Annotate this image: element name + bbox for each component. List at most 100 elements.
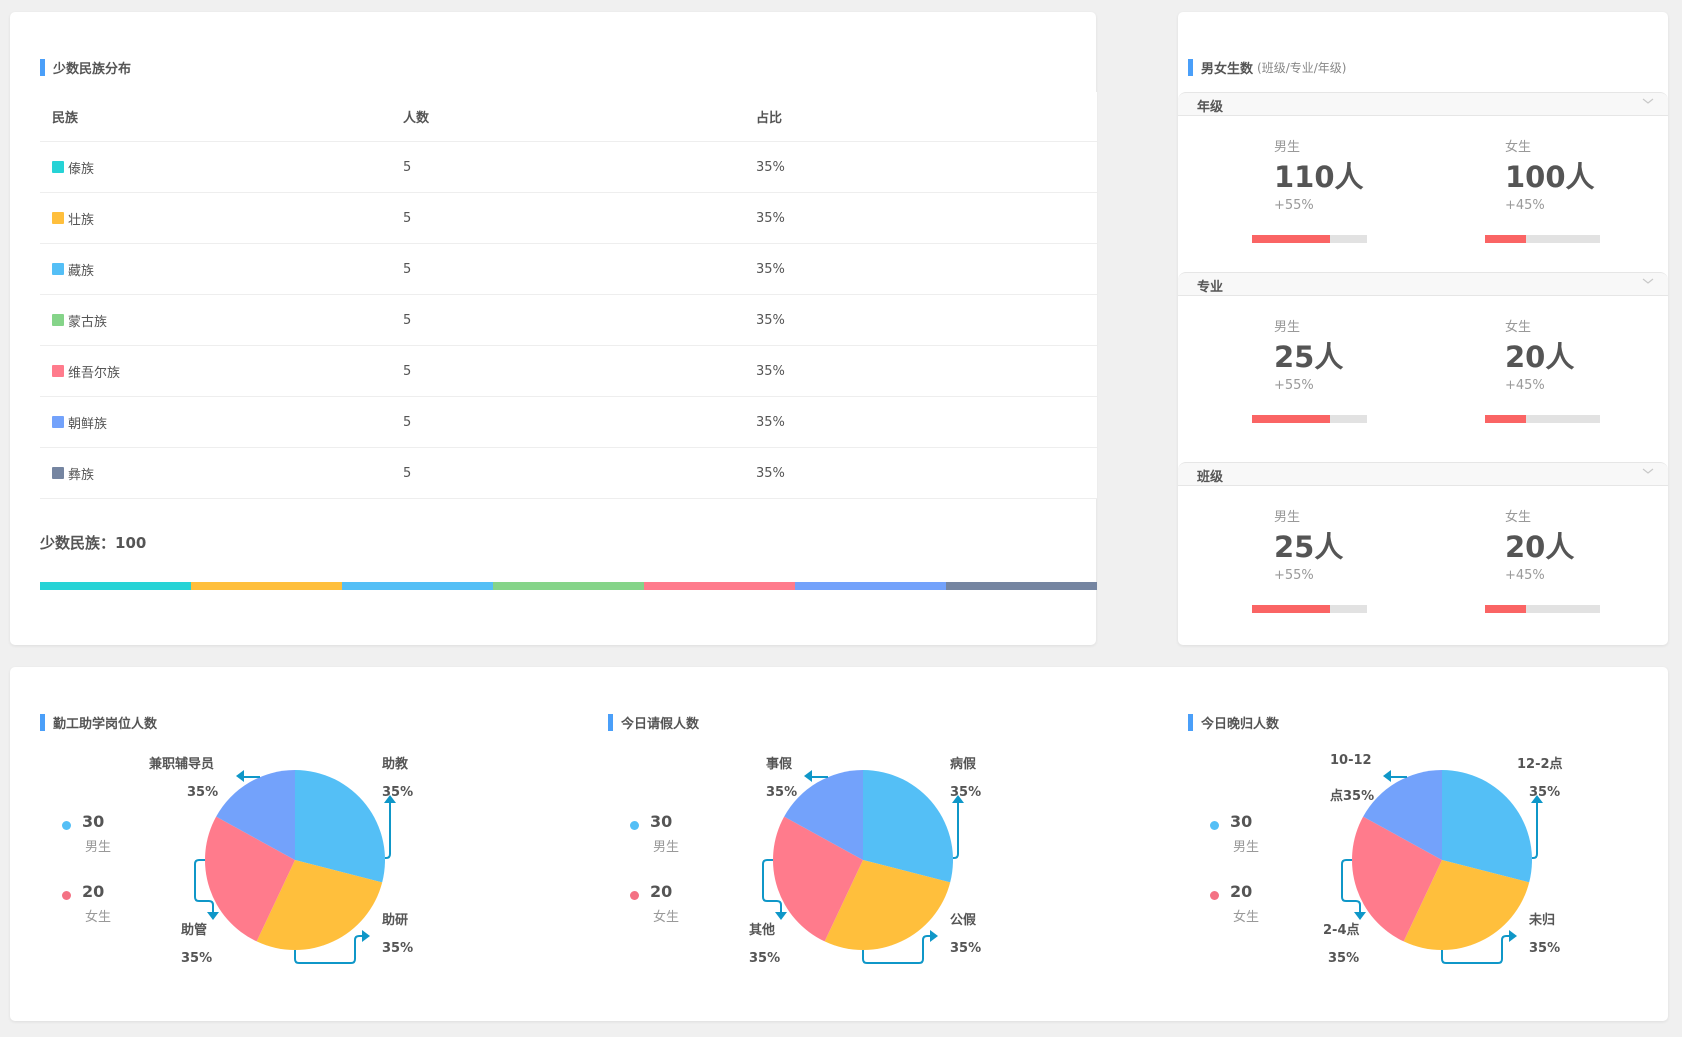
female-count: 20人: [1505, 530, 1575, 564]
pie-slice[interactable]: [204, 816, 295, 942]
female-change: +45%: [1505, 198, 1545, 213]
male-label: 男生: [1274, 320, 1301, 335]
female-progress-fill: [1485, 605, 1527, 613]
slice-pct-label: 点35%: [1330, 785, 1374, 804]
male-progress-bar: [1252, 415, 1367, 423]
ratio-cell: 35%: [756, 465, 785, 481]
ethnic-distribution-strip: [40, 582, 1097, 590]
pie-slice[interactable]: [863, 770, 954, 883]
ethnicity-name: 维吾尔族: [68, 365, 121, 381]
ratio-cell: 35%: [756, 159, 785, 175]
collapse-header-label: 专业: [1197, 280, 1224, 295]
ethnicity-name: 藏族: [68, 263, 95, 279]
legend-label: 男生: [85, 840, 112, 855]
legend-label: 女生: [1233, 910, 1260, 925]
pie-slice[interactable]: [256, 860, 383, 951]
count-cell: 5: [403, 465, 412, 481]
female-progress-bar: [1485, 415, 1600, 423]
female-progress-bar: [1485, 605, 1600, 613]
pie-slice[interactable]: [295, 770, 386, 883]
slice-label: 公假: [950, 913, 977, 928]
male-count: 25人: [1274, 530, 1344, 564]
legend-label: 女生: [85, 910, 112, 925]
count-cell: 5: [403, 363, 412, 379]
strip-segment: [493, 582, 644, 590]
collapse-header[interactable]: 班级: [1178, 462, 1668, 486]
male-change: +55%: [1274, 198, 1314, 213]
legend-value: 30: [82, 812, 105, 831]
female-label: 女生: [1505, 510, 1532, 525]
ethnicity-cell: 蒙古族: [52, 311, 107, 330]
ethnicity-name: 蒙古族: [68, 314, 108, 330]
chevron-down-icon[interactable]: [1642, 465, 1654, 477]
slice-label: 助研: [382, 913, 409, 928]
pie-slice[interactable]: [773, 816, 863, 942]
pie-title: 勤工助学岗位人数: [53, 716, 158, 732]
legend-label: 男生: [1233, 840, 1260, 855]
title-accent-bar: [608, 713, 613, 731]
slice-pct: 35%: [382, 941, 414, 956]
color-swatch: [52, 314, 64, 326]
collapse-header[interactable]: 年级: [1178, 92, 1668, 116]
ratio-cell: 35%: [756, 261, 785, 277]
count-cell: 5: [403, 159, 412, 175]
slice-label: 事假: [766, 757, 793, 772]
ethnicity-name: 傣族: [68, 161, 95, 177]
pie-slice[interactable]: [1403, 860, 1530, 951]
slice-pct: 35%: [382, 785, 414, 800]
table-row: 壮族 5 35%: [40, 193, 1097, 244]
legend-label: 男生: [653, 840, 680, 855]
pie-slice[interactable]: [784, 770, 863, 860]
female-count: 100人: [1505, 160, 1595, 194]
chevron-down-icon[interactable]: [1642, 275, 1654, 287]
collapse-header[interactable]: 专业: [1178, 272, 1668, 296]
pie-slice[interactable]: [216, 770, 295, 860]
strip-segment: [342, 582, 493, 590]
pie-title: 今日请假人数: [621, 716, 700, 732]
slice-label: 助教: [382, 757, 409, 772]
female-progress-bar: [1485, 235, 1600, 243]
legend-value: 20: [82, 882, 105, 901]
legend-dot-female: [1210, 891, 1219, 900]
gender-section-title: 男女生数 (班级/专业/年级): [1188, 58, 1346, 77]
male-count: 110人: [1274, 160, 1364, 194]
table-row: 朝鲜族 5 35%: [40, 397, 1097, 448]
legend-dot-male: [62, 821, 71, 830]
ethnicity-name: 彝族: [68, 467, 95, 483]
table-row: 彝族 5 35%: [40, 448, 1097, 499]
title-accent-bar: [1188, 713, 1193, 731]
legend-label: 女生: [653, 910, 680, 925]
gender-card: [1178, 12, 1668, 645]
strip-segment: [946, 582, 1097, 590]
legend-value: 30: [650, 812, 673, 831]
title-accent-bar: [40, 713, 45, 731]
pie-section-title: 勤工助学岗位人数: [40, 713, 158, 732]
legend-value: 20: [650, 882, 673, 901]
color-swatch: [52, 212, 64, 224]
slice-pct: 35%: [1529, 785, 1561, 800]
ethnicity-name: 壮族: [68, 212, 95, 228]
ethnicity-cell: 壮族: [52, 209, 94, 228]
color-swatch: [52, 467, 64, 479]
pie-slice[interactable]: [1352, 816, 1442, 942]
table-row: 傣族 5 35%: [40, 142, 1097, 193]
column-header-count: 人数: [403, 111, 430, 126]
collapse-header-label: 年级: [1197, 100, 1224, 115]
chevron-down-icon[interactable]: [1642, 95, 1654, 107]
slice-pct: 35%: [766, 785, 798, 800]
pie-slice[interactable]: [1442, 770, 1533, 883]
female-label: 女生: [1505, 140, 1532, 155]
female-label: 女生: [1505, 320, 1532, 335]
pie-slice[interactable]: [1363, 770, 1442, 860]
column-header-ratio: 占比: [756, 111, 783, 126]
female-change: +45%: [1505, 378, 1545, 393]
pie-slice[interactable]: [824, 860, 951, 950]
male-change: +55%: [1274, 568, 1314, 583]
slice-label: 助管: [181, 923, 208, 938]
ratio-cell: 35%: [756, 210, 785, 226]
ethnicity-name: 朝鲜族: [68, 416, 108, 432]
slice-pct: 35%: [1328, 951, 1360, 966]
slice-label: 其他: [749, 923, 776, 938]
table-row: 维吾尔族 5 35%: [40, 346, 1097, 397]
